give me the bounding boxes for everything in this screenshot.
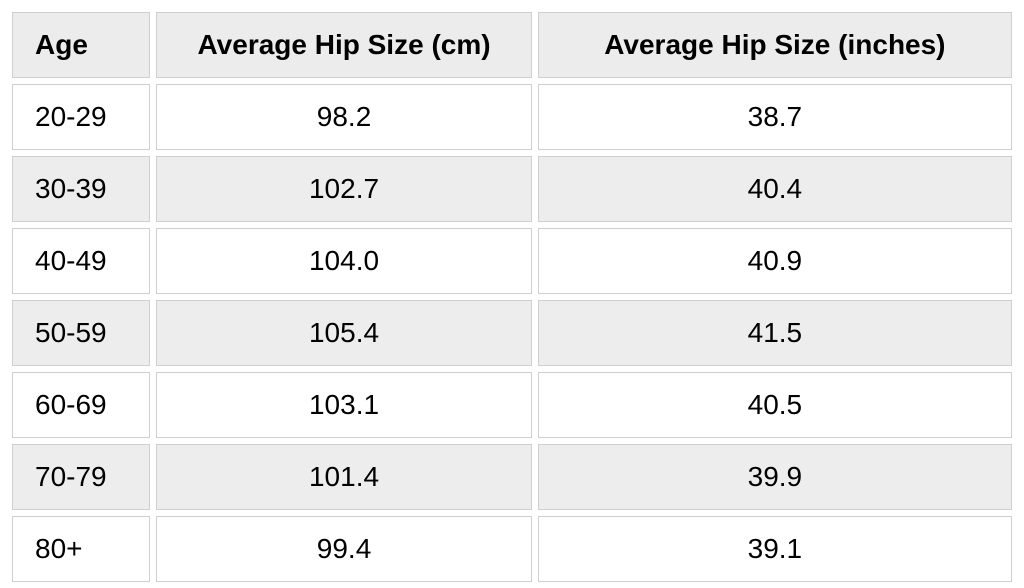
cell-in: 41.5 bbox=[538, 300, 1012, 366]
cell-in: 40.9 bbox=[538, 228, 1012, 294]
cell-in: 40.4 bbox=[538, 156, 1012, 222]
table-row: 40-49 104.0 40.9 bbox=[12, 228, 1012, 294]
cell-cm: 99.4 bbox=[156, 516, 531, 582]
cell-in: 40.5 bbox=[538, 372, 1012, 438]
table-header-row: Age Average Hip Size (cm) Average Hip Si… bbox=[12, 12, 1012, 78]
table-row: 80+ 99.4 39.1 bbox=[12, 516, 1012, 582]
cell-cm: 102.7 bbox=[156, 156, 531, 222]
cell-in: 39.1 bbox=[538, 516, 1012, 582]
col-header-cm: Average Hip Size (cm) bbox=[156, 12, 531, 78]
col-header-in: Average Hip Size (inches) bbox=[538, 12, 1012, 78]
table-row: 50-59 105.4 41.5 bbox=[12, 300, 1012, 366]
cell-cm: 105.4 bbox=[156, 300, 531, 366]
cell-age: 80+ bbox=[12, 516, 150, 582]
table-row: 60-69 103.1 40.5 bbox=[12, 372, 1012, 438]
cell-age: 20-29 bbox=[12, 84, 150, 150]
table-row: 70-79 101.4 39.9 bbox=[12, 444, 1012, 510]
table-row: 30-39 102.7 40.4 bbox=[12, 156, 1012, 222]
cell-age: 70-79 bbox=[12, 444, 150, 510]
cell-in: 38.7 bbox=[538, 84, 1012, 150]
cell-age: 40-49 bbox=[12, 228, 150, 294]
cell-in: 39.9 bbox=[538, 444, 1012, 510]
cell-age: 30-39 bbox=[12, 156, 150, 222]
cell-cm: 103.1 bbox=[156, 372, 531, 438]
cell-age: 50-59 bbox=[12, 300, 150, 366]
hip-size-table: Age Average Hip Size (cm) Average Hip Si… bbox=[6, 6, 1018, 588]
cell-cm: 98.2 bbox=[156, 84, 531, 150]
cell-age: 60-69 bbox=[12, 372, 150, 438]
cell-cm: 104.0 bbox=[156, 228, 531, 294]
col-header-age: Age bbox=[12, 12, 150, 78]
cell-cm: 101.4 bbox=[156, 444, 531, 510]
table-row: 20-29 98.2 38.7 bbox=[12, 84, 1012, 150]
